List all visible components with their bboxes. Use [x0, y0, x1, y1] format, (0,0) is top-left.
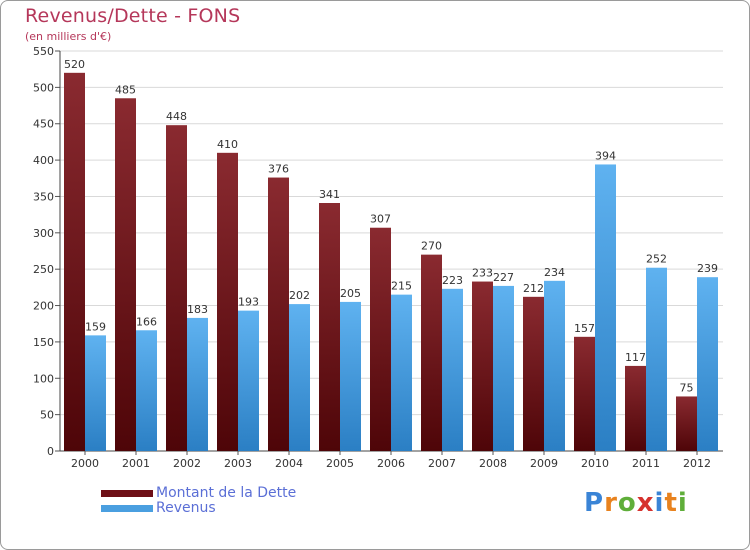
bar-revenus [442, 288, 463, 451]
bar-revenus-label: 239 [697, 262, 718, 275]
legend-swatch-dette [101, 490, 153, 497]
y-tick-label: 150 [33, 336, 54, 349]
bar-revenus-label: 223 [442, 274, 463, 287]
bar-dette-label: 212 [523, 282, 544, 295]
bar-dette-label: 448 [166, 110, 187, 123]
x-tick-label: 2003 [224, 457, 252, 470]
bar-revenus [391, 294, 412, 451]
bar-dette [319, 203, 340, 451]
bar-revenus [340, 301, 361, 451]
x-tick-label: 2002 [173, 457, 201, 470]
bar-dette-label: 270 [421, 240, 442, 253]
logo-letter: t [664, 488, 678, 518]
bar-revenus-label: 252 [646, 253, 667, 266]
bar-dette [523, 296, 544, 451]
bar-revenus-label: 159 [85, 320, 106, 333]
bar-revenus [289, 304, 310, 451]
x-tick-label: 2006 [377, 457, 405, 470]
legend-item-revenus: Revenus [101, 501, 296, 516]
x-tick-label: 2001 [122, 457, 150, 470]
y-tick-label: 200 [33, 300, 54, 313]
bar-revenus [136, 330, 157, 451]
chart-subtitle: (en milliers d'€) [25, 30, 112, 43]
bar-revenus-label: 227 [493, 271, 514, 284]
x-tick-label: 2004 [275, 457, 303, 470]
bar-dette [676, 396, 697, 451]
bar-revenus-label: 234 [544, 266, 565, 279]
bar-dette [625, 365, 646, 451]
y-tick-label: 300 [33, 227, 54, 240]
x-tick-label: 2008 [479, 457, 507, 470]
x-tick-label: 2005 [326, 457, 354, 470]
x-tick-label: 2010 [581, 457, 609, 470]
logo-letter: r [604, 488, 618, 518]
bar-dette-label: 376 [268, 163, 289, 176]
logo-letter: x [636, 488, 655, 518]
proxiti-logo: Proxiti [584, 488, 688, 518]
bar-dette [574, 336, 595, 451]
bar-dette-label: 307 [370, 213, 391, 226]
bar-dette-label: 75 [680, 381, 694, 394]
bar-dette [421, 254, 442, 451]
y-tick-label: 350 [33, 190, 54, 203]
x-tick-label: 2012 [683, 457, 711, 470]
bar-revenus [187, 317, 208, 451]
logo-letter: i [654, 488, 665, 518]
bar-dette-label: 233 [472, 267, 493, 280]
bar-revenus-label: 205 [340, 287, 361, 300]
bar-dette [64, 72, 85, 452]
y-tick-label: 400 [33, 154, 54, 167]
bar-dette [472, 281, 493, 451]
legend-label-revenus: Revenus [156, 500, 216, 516]
y-tick-label: 550 [33, 45, 54, 58]
legend-label-dette: Montant de la Dette [156, 485, 297, 501]
y-tick-label: 450 [33, 118, 54, 131]
y-tick-label: 0 [47, 445, 54, 458]
bar-dette-label: 410 [217, 138, 238, 151]
x-tick-label: 2009 [530, 457, 558, 470]
bar-revenus-label: 193 [238, 296, 259, 309]
y-tick-label: 250 [33, 263, 54, 276]
y-tick-label: 100 [33, 372, 54, 385]
bar-revenus [697, 277, 718, 451]
y-tick-label: 500 [33, 81, 54, 94]
y-tick-label: 50 [40, 409, 54, 422]
bar-revenus [238, 310, 259, 451]
bar-revenus [544, 280, 565, 451]
bar-revenus-label: 215 [391, 280, 412, 293]
x-tick-label: 2011 [632, 457, 660, 470]
bar-revenus [85, 335, 106, 451]
bar-dette-label: 117 [625, 351, 646, 364]
legend-item-dette: Montant de la Dette [101, 486, 296, 501]
bar-revenus-label: 183 [187, 303, 208, 316]
bar-dette [268, 177, 289, 451]
bar-revenus-label: 394 [595, 149, 616, 162]
bar-dette [166, 125, 187, 451]
bar-revenus-label: 166 [136, 315, 157, 328]
bar-dette [217, 152, 238, 451]
bar-dette-label: 157 [574, 322, 595, 335]
bar-revenus-label: 202 [289, 289, 310, 302]
bar-dette-label: 485 [115, 83, 136, 96]
chart-title: Revenus/Dette - FONS [25, 5, 241, 27]
bar-revenus [646, 267, 667, 451]
bar-dette [370, 227, 391, 451]
bar-dette-label: 341 [319, 188, 340, 201]
logo-letter: o [617, 488, 637, 518]
bar-revenus [493, 285, 514, 451]
bar-revenus [595, 164, 616, 452]
x-tick-label: 2007 [428, 457, 456, 470]
bar-dette-label: 520 [64, 58, 85, 71]
bar-dette [115, 98, 136, 451]
x-tick-label: 2000 [71, 457, 99, 470]
logo-letter: P [584, 488, 605, 518]
legend-swatch-revenus [101, 505, 153, 512]
legend: Montant de la Dette Revenus [101, 486, 296, 516]
logo-letter: i [677, 488, 688, 518]
